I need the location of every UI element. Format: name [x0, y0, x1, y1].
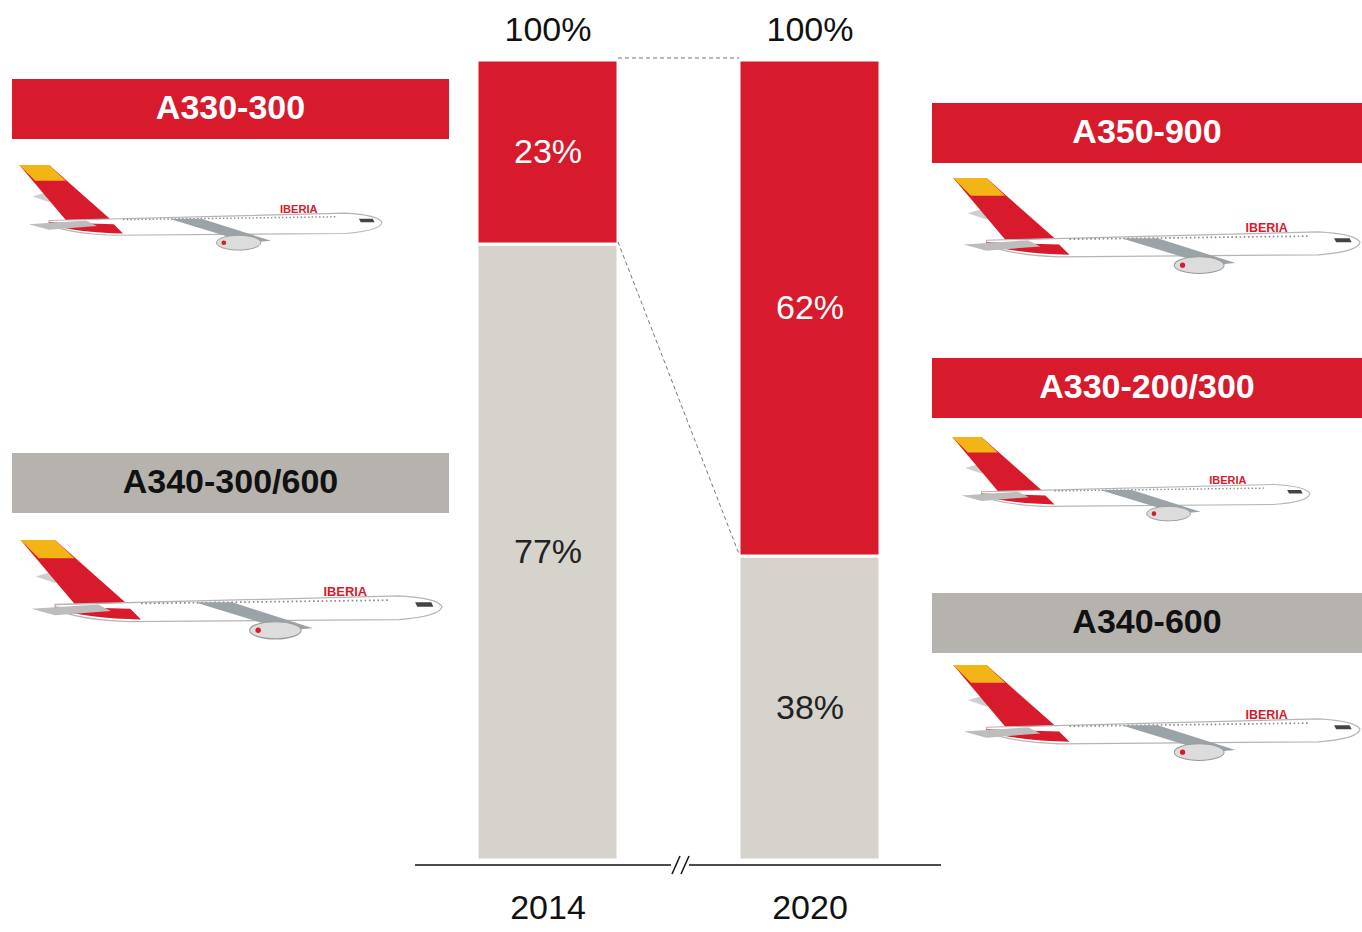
svg-text:23%: 23%	[514, 132, 582, 170]
svg-text:62%: 62%	[776, 288, 844, 326]
svg-text:IBERIA: IBERIA	[280, 203, 318, 215]
svg-text:2014: 2014	[510, 888, 586, 926]
svg-text:A340-600: A340-600	[1072, 602, 1221, 640]
svg-text:IBERIA: IBERIA	[323, 584, 367, 599]
svg-text:100%: 100%	[767, 10, 854, 48]
svg-text:A340-300/600: A340-300/600	[123, 462, 339, 500]
svg-text:IBERIA: IBERIA	[1209, 474, 1246, 486]
svg-text:IBERIA: IBERIA	[1246, 708, 1288, 722]
svg-text:100%: 100%	[505, 10, 592, 48]
svg-text:A330-200/300: A330-200/300	[1039, 367, 1255, 405]
svg-text:IBERIA: IBERIA	[1246, 221, 1288, 235]
svg-text:2020: 2020	[772, 888, 848, 926]
svg-text:A330-300: A330-300	[156, 88, 305, 126]
svg-text:38%: 38%	[776, 688, 844, 726]
svg-text:A350-900: A350-900	[1072, 112, 1221, 150]
svg-text:77%: 77%	[514, 532, 582, 570]
